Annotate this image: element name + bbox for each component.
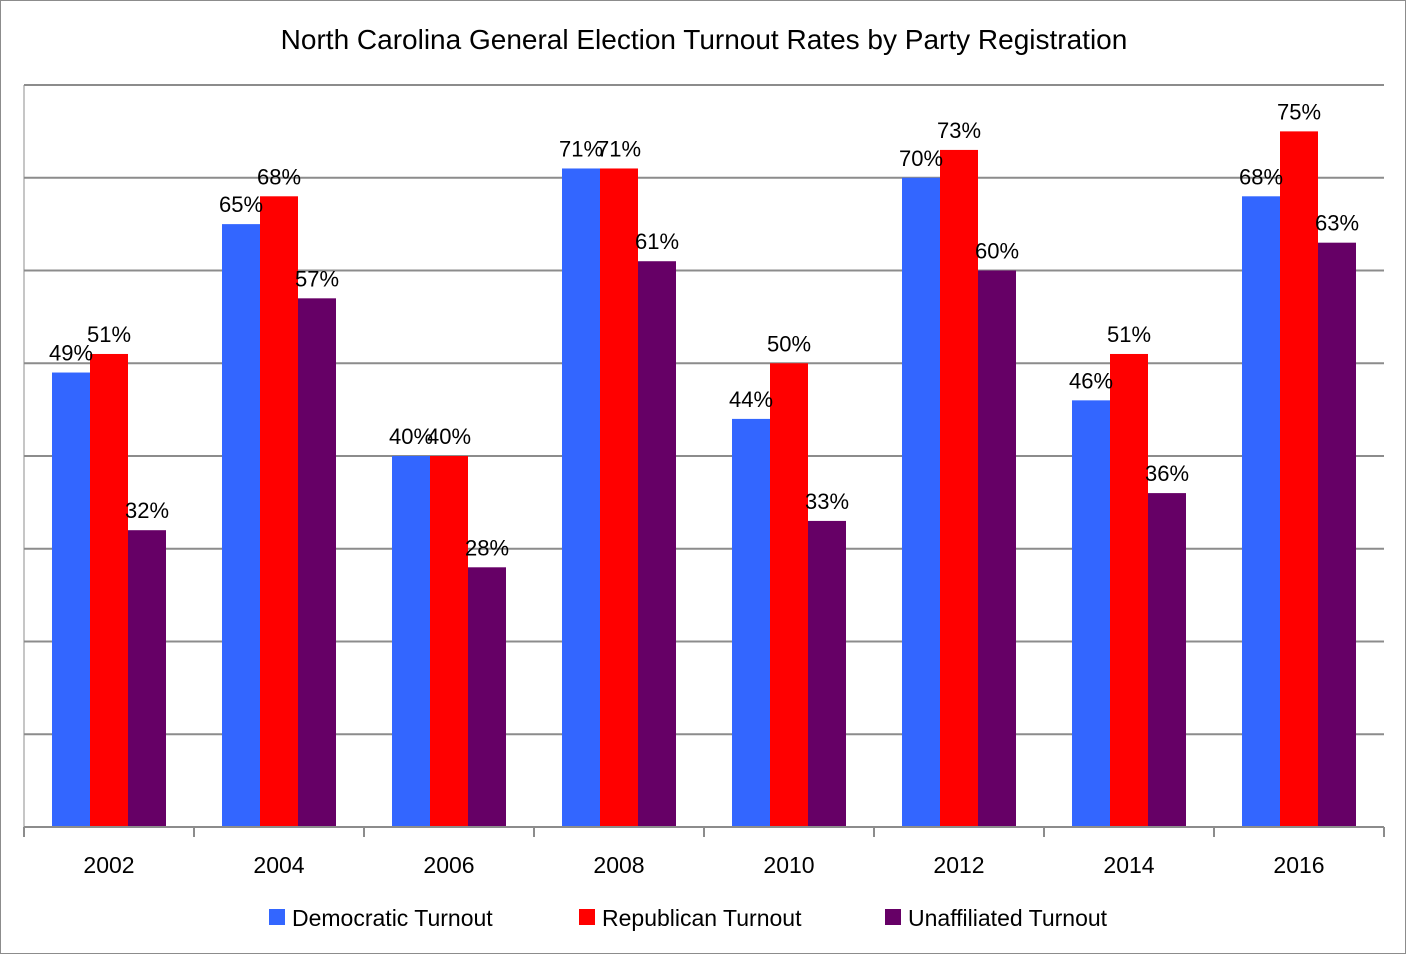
bar-democratic-turnout-2014 [1072,400,1110,827]
data-label: 32% [125,498,169,523]
data-label: 63% [1315,211,1359,236]
data-label: 40% [389,424,433,449]
legend-swatch [885,909,901,925]
data-label: 68% [1239,164,1283,189]
bar-democratic-turnout-2004 [222,224,260,827]
legend-label: Republican Turnout [602,905,802,931]
data-label: 49% [49,341,93,366]
bar-unaffiliated-turnout-2002 [128,530,166,827]
legend-swatch [269,909,285,925]
legend-swatch [579,909,595,925]
bar-democratic-turnout-2008 [562,168,600,828]
x-tick-label: 2010 [763,852,814,878]
data-label: 70% [899,146,943,171]
chart-title: North Carolina General Election Turnout … [281,24,1128,55]
data-label: 28% [465,535,509,560]
data-labels: 49%51%32%65%68%57%40%40%28%71%71%61%44%5… [49,99,1359,560]
data-label: 50% [767,331,811,356]
bar-democratic-turnout-2012 [902,177,940,827]
legend: Democratic Turnout Republican Turnout Unaf… [269,905,1108,931]
bar-unaffiliated-turnout-2014 [1148,493,1186,827]
data-label: 40% [427,424,471,449]
data-label: 68% [257,164,301,189]
bar-republican-turnout-2006 [430,456,468,827]
bar-democratic-turnout-2006 [392,456,430,827]
bar-democratic-turnout-2010 [732,418,770,827]
data-label: 44% [729,387,773,412]
legend-label: Unaffiliated Turnout [908,905,1108,931]
bar-democratic-turnout-2002 [52,372,90,827]
x-tick-label: 2006 [423,852,474,878]
bar-unaffiliated-turnout-2016 [1318,242,1356,828]
bar-republican-turnout-2002 [90,353,128,827]
x-tick-label: 2004 [253,852,304,878]
bar-republican-turnout-2014 [1110,353,1148,827]
bar-republican-turnout-2004 [260,196,298,828]
data-label: 65% [219,192,263,217]
data-label: 71% [597,136,641,161]
data-label: 61% [635,229,679,254]
bar-unaffiliated-turnout-2004 [298,298,336,827]
legend-label: Democratic Turnout [292,905,493,931]
bar-republican-turnout-2016 [1280,131,1318,827]
bar-unaffiliated-turnout-2006 [468,567,506,827]
bar-democratic-turnout-2016 [1242,196,1280,828]
x-axis: 2002 2004 2006 2008 2010 2012 2014 2016 [23,826,1385,878]
x-tick-label: 2002 [83,852,134,878]
bar-republican-turnout-2008 [600,168,638,828]
data-label: 75% [1277,99,1321,124]
data-label: 73% [937,118,981,143]
data-label: 71% [559,136,603,161]
data-label: 57% [295,266,339,291]
bars [52,131,1356,828]
data-label: 33% [805,489,849,514]
bar-republican-turnout-2012 [940,149,978,828]
data-label: 51% [87,322,131,347]
bar-unaffiliated-turnout-2010 [808,520,846,827]
x-tick-label: 2012 [933,852,984,878]
bar-unaffiliated-turnout-2008 [638,261,676,828]
x-tick-label: 2008 [593,852,644,878]
data-label: 36% [1145,461,1189,486]
x-tick-label: 2016 [1273,852,1324,878]
data-label: 46% [1069,368,1113,393]
x-tick-label: 2014 [1103,852,1154,878]
bar-unaffiliated-turnout-2012 [978,270,1016,827]
data-label: 51% [1107,322,1151,347]
bar-republican-turnout-2010 [770,363,808,827]
data-label: 60% [975,239,1019,264]
